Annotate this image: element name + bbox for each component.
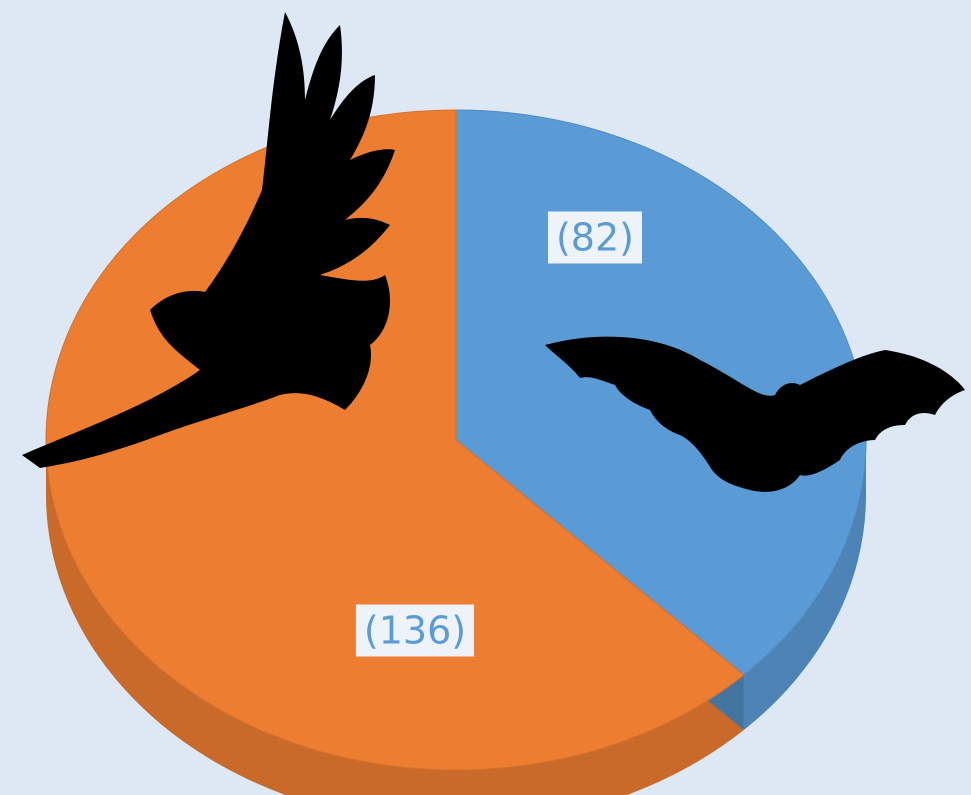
data-label: (82) [556,216,634,260]
eagle-silhouette [22,12,395,468]
data-label: (136) [364,609,466,653]
labels: (82) (136) [355,211,643,657]
data-label-box [355,604,475,657]
slice-side [743,440,866,731]
data-label-box [547,211,643,264]
bat-silhouette [545,336,965,492]
slice-side [46,440,744,795]
